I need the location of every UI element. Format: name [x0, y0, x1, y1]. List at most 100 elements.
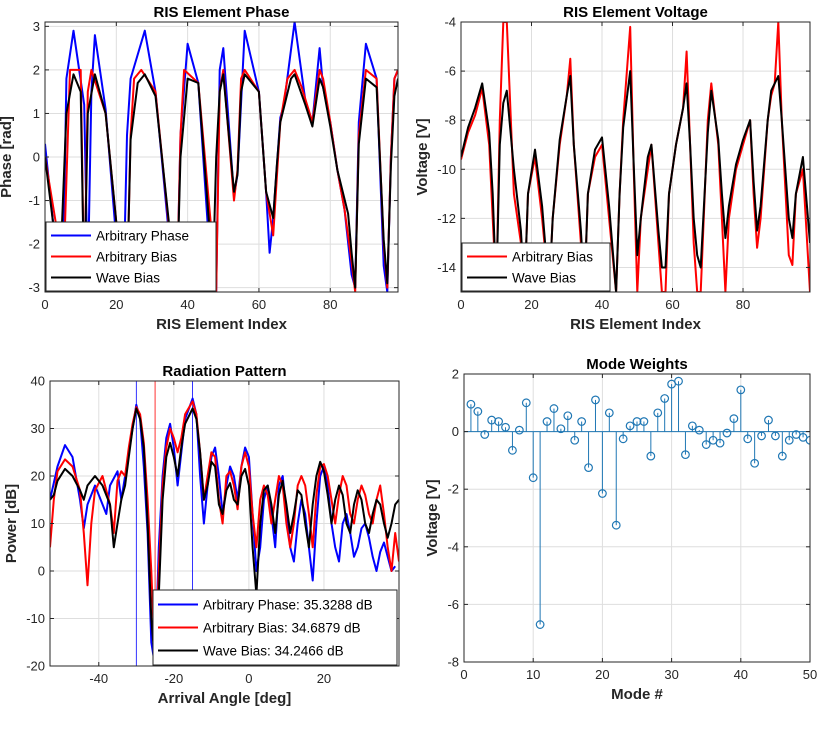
- stem-marker: [542, 417, 552, 426]
- stem-marker: [514, 425, 524, 435]
- legend-label: Arbitrary Bias: 34.6879 dB: [203, 621, 361, 636]
- y-tick-label: -4: [447, 539, 459, 554]
- stem-marker: [535, 620, 545, 629]
- stem-marker: [604, 408, 614, 418]
- x-tick-label: 0: [460, 667, 467, 682]
- stem-marker: [757, 431, 766, 441]
- y-axis-label: Voltage [V]: [414, 118, 431, 195]
- y-tick-label: 10: [31, 516, 45, 531]
- stem-marker: [591, 395, 600, 405]
- y-tick-label: 3: [33, 19, 40, 34]
- y-tick-label: -10: [437, 162, 456, 177]
- x-tick-label: 10: [526, 667, 540, 682]
- stem-marker: [584, 463, 593, 473]
- chart-title: Mode Weights: [586, 356, 687, 373]
- stem-marker: [570, 435, 580, 445]
- stem-marker: [501, 422, 510, 432]
- axes-box: [463, 373, 811, 663]
- y-tick-label: 2: [452, 367, 459, 382]
- x-tick-label: 60: [252, 297, 266, 312]
- y-tick-label: -1: [28, 193, 40, 208]
- y-tick-label: -2: [447, 482, 459, 497]
- legend-label: Arbitrary Bias: [96, 250, 177, 265]
- y-tick-label: 30: [31, 421, 45, 436]
- stem-marker: [764, 415, 773, 425]
- stem-marker: [611, 520, 621, 530]
- x-tick-label: -20: [164, 671, 183, 686]
- legend: Arbitrary Phase Arbitrary Bias Wave Bias: [45, 221, 217, 292]
- legend-label: Wave Bias: [96, 271, 160, 286]
- stem-marker: [466, 399, 476, 409]
- x-tick-label: 80: [323, 297, 337, 312]
- x-axis-label: RIS Element Index: [570, 316, 702, 333]
- stem-marker: [646, 451, 656, 461]
- stem-marker: [750, 458, 760, 468]
- stem-marker: [777, 451, 787, 461]
- stem-marker: [653, 408, 663, 418]
- x-tick-label: 80: [736, 297, 750, 312]
- stem-marker: [736, 385, 746, 395]
- stem-marker: [632, 417, 642, 426]
- stem-marker: [694, 425, 704, 435]
- series-line-3: [45, 73, 398, 292]
- stem-marker: [556, 424, 566, 434]
- stem-marker: [494, 417, 504, 426]
- stem-marker: [660, 394, 670, 403]
- plot-content: [464, 376, 810, 629]
- legend-box: [461, 242, 611, 292]
- chart-2: 0 20 40 60 80 -14 -12 -10 -8 -6 -4 RIS Element Volt…: [414, 4, 811, 333]
- y-tick-label: -3: [28, 280, 40, 295]
- stem-marker: [598, 489, 607, 498]
- y-tick-label: 0: [452, 424, 459, 439]
- legend: Arbitrary Bias Wave Bias: [461, 242, 611, 292]
- x-axis-label: Arrival Angle [deg]: [158, 690, 292, 707]
- stem-marker: [549, 404, 559, 413]
- y-tick-label: -10: [26, 611, 45, 626]
- series-line-3: [50, 407, 399, 666]
- y-tick-label: -14: [437, 260, 456, 275]
- chart-3: -40 -20 0 20 -20 -10 0 10 20 30 40 Radiation Patter…: [3, 363, 400, 707]
- x-tick-label: 20: [524, 297, 538, 312]
- stem-marker: [687, 421, 697, 431]
- x-tick-label: 20: [317, 671, 331, 686]
- stem-marker: [618, 434, 628, 444]
- stem-marker: [563, 411, 573, 421]
- y-axis-label: Phase [rad]: [0, 116, 15, 198]
- legend-label: Arbitrary Phase: 35.3288 dB: [203, 598, 373, 613]
- y-tick-label: -20: [26, 659, 45, 674]
- x-tick-label: 40: [180, 297, 194, 312]
- y-tick-label: 2: [33, 62, 40, 77]
- stem-marker: [805, 435, 810, 445]
- stem-marker: [771, 431, 780, 441]
- series-line-2: [50, 400, 399, 666]
- chart-title: RIS Element Voltage: [563, 4, 708, 21]
- chart-title: Radiation Pattern: [162, 363, 286, 380]
- stem-marker: [729, 414, 739, 424]
- stem-marker: [743, 434, 753, 444]
- x-tick-label: 0: [41, 297, 48, 312]
- chart-4: 0 10 20 30 40 50 -8 -6 -4 -2 0 2 Mode Weights Mode # V…: [424, 356, 817, 703]
- legend-label: Arbitrary Bias: [512, 250, 593, 265]
- y-tick-label: -12: [437, 211, 456, 226]
- y-tick-label: -2: [28, 237, 40, 252]
- stem-marker: [473, 407, 483, 416]
- x-axis-label: Mode #: [611, 686, 663, 703]
- x-tick-label: 60: [665, 297, 679, 312]
- y-tick-label: -8: [444, 113, 456, 128]
- stem-marker: [639, 417, 649, 426]
- stem-marker: [784, 435, 794, 445]
- y-tick-label: -6: [444, 64, 456, 79]
- stem-marker: [681, 450, 690, 460]
- x-tick-label: 40: [595, 297, 609, 312]
- x-tick-label: -40: [89, 671, 108, 686]
- stem-marker: [577, 417, 587, 426]
- x-tick-label: 30: [664, 667, 678, 682]
- chart-title: RIS Element Phase: [154, 4, 290, 21]
- stem-marker: [528, 473, 538, 483]
- y-axis-label: Voltage [V]: [424, 479, 441, 556]
- y-tick-label: 1: [33, 106, 40, 121]
- plot-content: [50, 381, 399, 666]
- x-tick-label: 0: [457, 297, 464, 312]
